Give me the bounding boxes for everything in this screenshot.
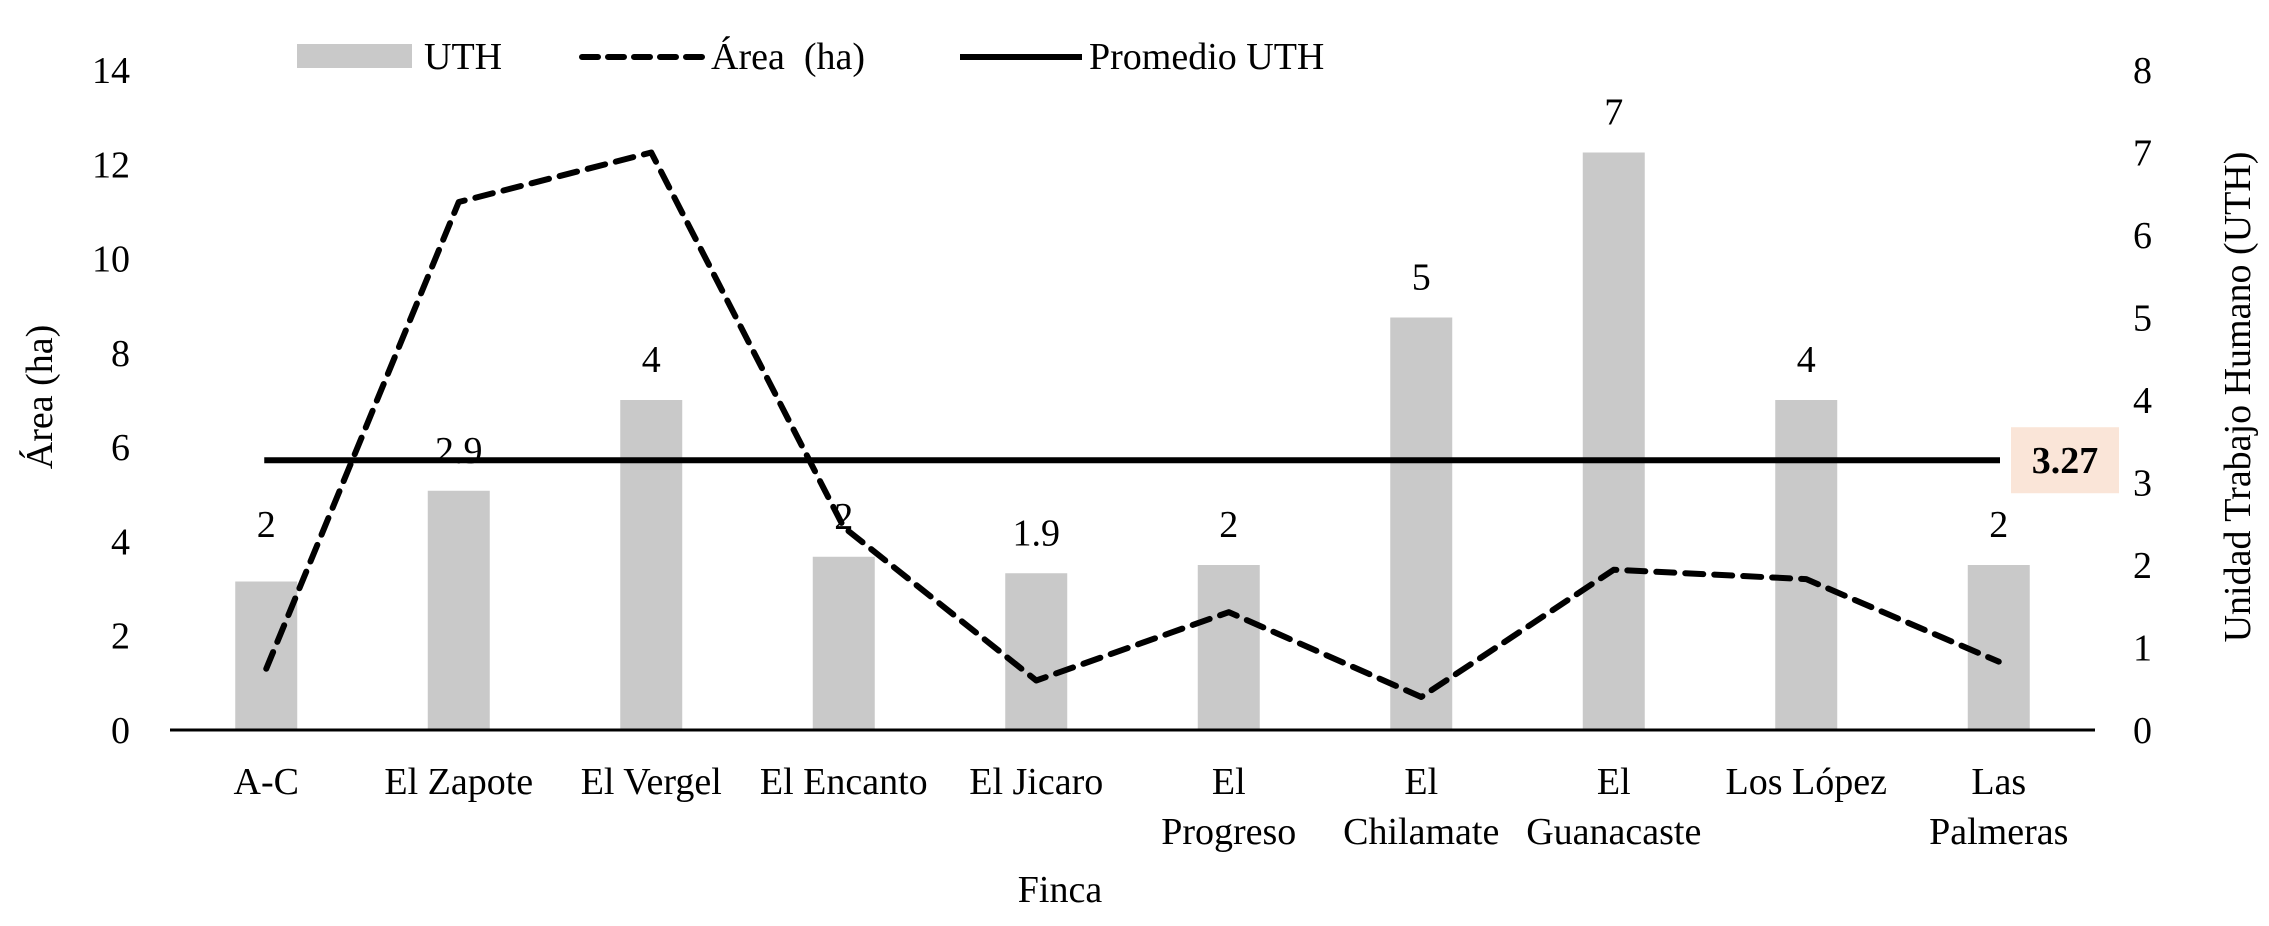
uth-bar bbox=[1967, 565, 2030, 730]
average-label: 3.27 bbox=[2032, 440, 2099, 482]
legend-area-label: Área (ha) bbox=[711, 36, 865, 78]
x-axis-labels: A-C El Zapote El Vergel El Encanto El Jicaro… bbox=[234, 761, 2069, 853]
x-tick-label: Palmeras bbox=[1929, 811, 2068, 853]
left-tick-label: 8 bbox=[111, 333, 130, 375]
average-line: 3.27 bbox=[264, 427, 2119, 494]
right-axis-title: Unidad Trabajo Humano (UTH) bbox=[2217, 152, 2259, 643]
right-tick-label: 1 bbox=[2133, 628, 2152, 670]
left-axis-title: Área (ha) bbox=[19, 325, 61, 470]
x-tick-label: El Jicaro bbox=[969, 761, 1103, 803]
right-tick-label: 2 bbox=[2133, 545, 2152, 587]
x-tick-label: El Zapote bbox=[384, 761, 533, 803]
left-tick-label: 10 bbox=[92, 239, 130, 281]
left-tick-label: 12 bbox=[92, 144, 130, 186]
uth-bar-label: 2.9 bbox=[435, 430, 483, 472]
right-tick-label: 5 bbox=[2133, 298, 2152, 340]
uth-bar bbox=[1582, 152, 1645, 730]
average-label-box bbox=[2011, 427, 2119, 494]
uth-bar bbox=[427, 490, 490, 730]
uth-bar-label: 2 bbox=[257, 504, 276, 546]
right-tick-label: 6 bbox=[2133, 215, 2152, 257]
x-tick-label: El bbox=[1597, 761, 1631, 803]
left-tick-label: 4 bbox=[111, 521, 130, 563]
x-tick-label: Progreso bbox=[1161, 811, 1296, 853]
right-tick-label: 0 bbox=[2133, 710, 2152, 752]
uth-bar-label: 4 bbox=[642, 339, 661, 381]
uth-bar bbox=[620, 400, 683, 730]
uth-bar-label: 7 bbox=[1604, 92, 1623, 134]
uth-bar-label: 2 bbox=[834, 496, 853, 538]
uth-bar-label: 2 bbox=[1989, 504, 2008, 546]
x-tick-label: El bbox=[1404, 761, 1438, 803]
uth-bar bbox=[1005, 573, 1068, 730]
uth-bar-label: 4 bbox=[1797, 339, 1816, 381]
uth-bar bbox=[1775, 400, 1838, 730]
x-tick-label: Guanacaste bbox=[1526, 811, 1701, 853]
x-tick-label: El Encanto bbox=[760, 761, 928, 803]
uth-bar bbox=[1390, 317, 1453, 730]
x-tick-label: A-C bbox=[234, 761, 299, 803]
x-tick-label: Los López bbox=[1726, 761, 1887, 803]
uth-bar bbox=[1197, 565, 1260, 730]
x-tick-label: El Vergel bbox=[581, 761, 722, 803]
uth-bars bbox=[235, 152, 2030, 730]
x-axis-title: Finca bbox=[1018, 869, 1103, 911]
legend: UTH Área (ha) Promedio UTH bbox=[297, 36, 1324, 78]
left-tick-label: 14 bbox=[92, 50, 130, 92]
uth-data-labels: 2 2.9 4 2 1.9 2 5 7 4 2 bbox=[257, 92, 2009, 555]
right-tick-label: 8 bbox=[2133, 50, 2152, 92]
uth-bar-label: 5 bbox=[1412, 257, 1431, 299]
uth-bar-label: 1.9 bbox=[1013, 512, 1061, 554]
legend-uth-label: UTH bbox=[424, 36, 502, 78]
x-tick-label: Las bbox=[1971, 761, 2026, 803]
uth-bar-label: 2 bbox=[1219, 504, 1238, 546]
left-tick-label: 6 bbox=[111, 427, 130, 469]
right-tick-label: 7 bbox=[2133, 133, 2152, 175]
left-tick-label: 0 bbox=[111, 710, 130, 752]
area-line bbox=[263, 149, 2002, 700]
right-tick-label: 4 bbox=[2133, 380, 2152, 422]
left-tick-label: 2 bbox=[111, 616, 130, 658]
legend-uth-swatch bbox=[297, 44, 412, 68]
right-tick-label: 3 bbox=[2133, 463, 2152, 505]
uth-bar bbox=[235, 581, 298, 730]
x-tick-label: El bbox=[1212, 761, 1246, 803]
uth-bar bbox=[812, 556, 875, 730]
legend-promedio-label: Promedio UTH bbox=[1089, 36, 1324, 78]
x-tick-label: Chilamate bbox=[1343, 811, 1499, 853]
